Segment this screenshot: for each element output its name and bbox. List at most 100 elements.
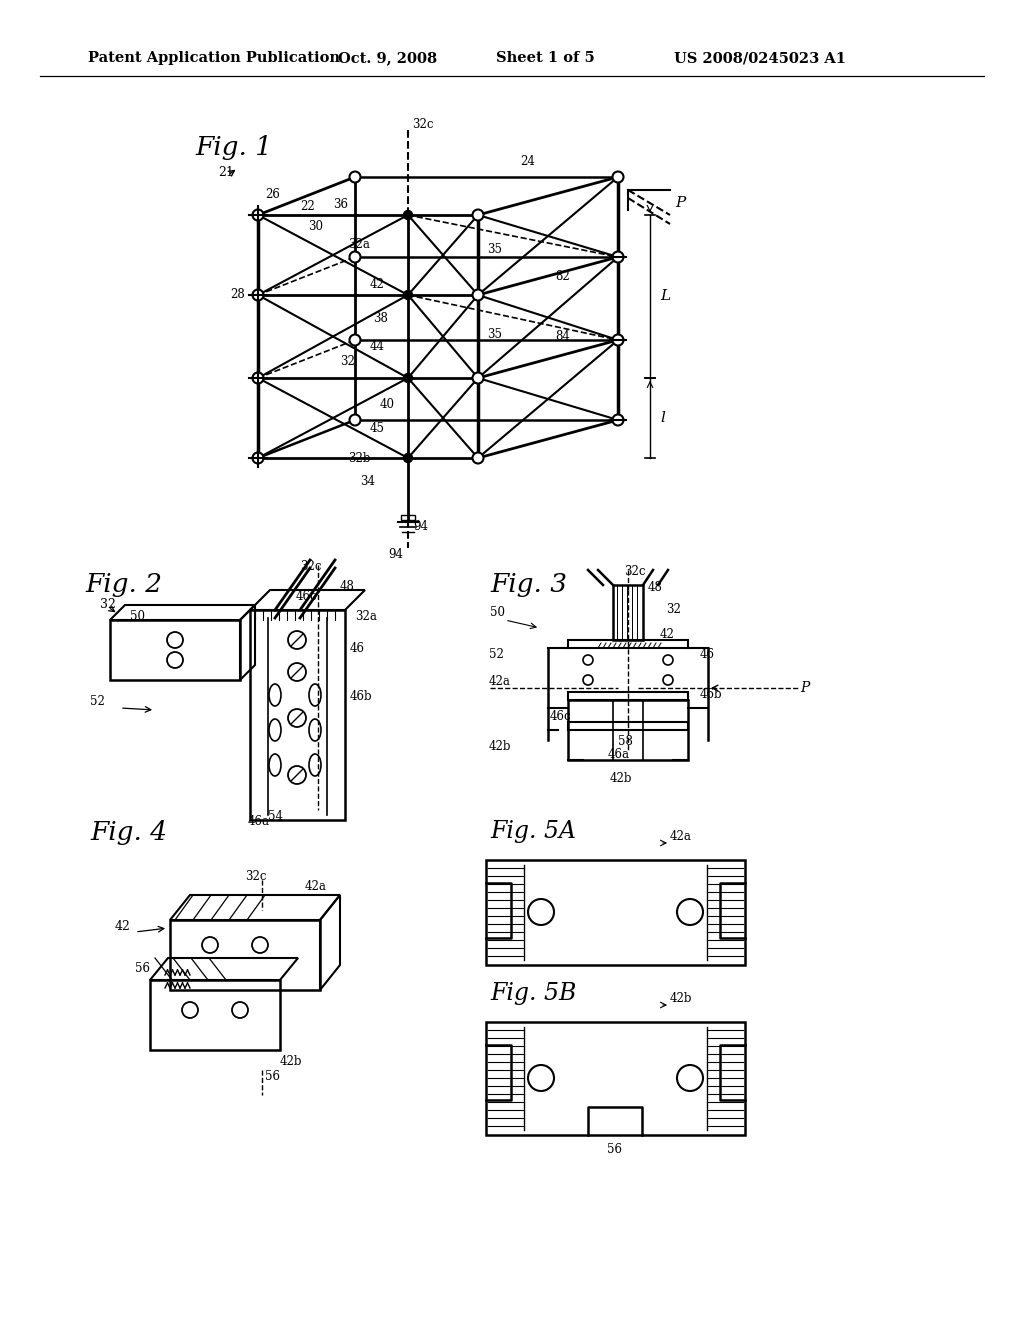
Text: Fig. 5A: Fig. 5A (490, 820, 575, 843)
Text: 30: 30 (308, 220, 323, 234)
Text: 54: 54 (268, 810, 283, 822)
Text: 35: 35 (487, 327, 502, 341)
Text: 94: 94 (413, 520, 428, 533)
Text: 34: 34 (360, 475, 375, 488)
Bar (401, 515, 415, 520)
Text: l: l (660, 411, 665, 425)
Text: 50: 50 (130, 610, 145, 623)
Text: 46b: 46b (700, 688, 723, 701)
Text: 42b: 42b (489, 741, 512, 752)
Circle shape (472, 289, 483, 301)
Text: 32: 32 (340, 355, 355, 368)
Text: 28: 28 (230, 288, 245, 301)
Circle shape (167, 632, 183, 648)
Text: 26: 26 (265, 187, 280, 201)
Text: 42: 42 (370, 279, 385, 290)
Text: Fig. 1: Fig. 1 (195, 136, 272, 161)
Circle shape (253, 210, 263, 220)
Text: 32c: 32c (624, 565, 645, 578)
Text: 48: 48 (648, 581, 663, 594)
Text: 21: 21 (218, 165, 233, 178)
Bar (568, 692, 688, 700)
Text: 32c: 32c (300, 560, 322, 573)
Circle shape (472, 453, 483, 463)
Text: 32: 32 (666, 603, 681, 616)
Bar (568, 640, 688, 648)
Circle shape (403, 210, 413, 219)
Text: 52: 52 (489, 648, 504, 661)
Text: 44: 44 (370, 341, 385, 352)
Text: 45: 45 (370, 422, 385, 436)
Text: 48: 48 (340, 579, 355, 593)
Text: 42: 42 (115, 920, 131, 933)
Text: 36: 36 (333, 198, 348, 211)
Text: 46c: 46c (296, 590, 317, 603)
Text: Fig. 2: Fig. 2 (85, 572, 162, 597)
Text: 42a: 42a (670, 830, 692, 843)
Text: 46: 46 (350, 642, 365, 655)
Text: 56: 56 (135, 962, 150, 975)
Circle shape (472, 372, 483, 384)
Text: 46a: 46a (248, 814, 270, 828)
Text: 32b: 32b (348, 451, 371, 465)
Text: 22: 22 (300, 201, 314, 213)
Text: 32a: 32a (348, 238, 370, 251)
Text: 56: 56 (607, 1143, 623, 1156)
Text: Fig. 4: Fig. 4 (90, 820, 167, 845)
Circle shape (403, 374, 413, 383)
Text: 38: 38 (373, 312, 388, 325)
Text: 32c: 32c (412, 117, 433, 131)
Text: 42a: 42a (305, 880, 327, 894)
Text: L: L (660, 289, 670, 304)
Text: 46: 46 (700, 648, 715, 661)
Text: Oct. 9, 2008: Oct. 9, 2008 (339, 51, 437, 65)
Circle shape (472, 210, 483, 220)
Text: 32c: 32c (245, 870, 266, 883)
Circle shape (612, 252, 624, 263)
Text: 84: 84 (555, 330, 570, 343)
Text: 42b: 42b (610, 772, 633, 785)
Circle shape (167, 652, 183, 668)
Text: 52: 52 (90, 696, 104, 708)
Text: 46a: 46a (608, 748, 630, 762)
Bar (250, 610, 345, 820)
Text: Patent Application Publication: Patent Application Publication (88, 51, 340, 65)
Text: 35: 35 (487, 243, 502, 256)
Text: 94: 94 (388, 548, 403, 561)
Circle shape (403, 454, 413, 462)
Text: P: P (675, 195, 685, 210)
Circle shape (612, 172, 624, 182)
Bar (568, 722, 688, 730)
Bar (613, 585, 643, 640)
Circle shape (253, 372, 263, 384)
Bar (486, 861, 745, 965)
Circle shape (612, 414, 624, 425)
Text: Fig. 3: Fig. 3 (490, 572, 567, 597)
Text: 50: 50 (490, 606, 505, 619)
Text: 24: 24 (520, 154, 535, 168)
Text: 42b: 42b (670, 993, 692, 1005)
Text: 46c: 46c (550, 710, 571, 723)
Circle shape (349, 252, 360, 263)
Circle shape (253, 453, 263, 463)
Text: 58: 58 (618, 735, 633, 748)
Circle shape (349, 334, 360, 346)
Circle shape (612, 334, 624, 346)
Text: Fig. 5B: Fig. 5B (490, 982, 577, 1005)
Text: 32a: 32a (355, 610, 377, 623)
Text: 42b: 42b (280, 1055, 302, 1068)
Text: 46b: 46b (350, 690, 373, 704)
Text: 42: 42 (660, 628, 675, 642)
Bar (486, 1022, 745, 1135)
Circle shape (403, 290, 413, 300)
Text: 56: 56 (265, 1071, 280, 1082)
Text: US 2008/0245023 A1: US 2008/0245023 A1 (674, 51, 846, 65)
Circle shape (349, 172, 360, 182)
Circle shape (253, 289, 263, 301)
Text: 40: 40 (380, 399, 395, 411)
Text: 42a: 42a (489, 675, 511, 688)
Text: P: P (800, 681, 809, 696)
Circle shape (349, 414, 360, 425)
Text: 32: 32 (100, 598, 116, 611)
Bar (568, 700, 688, 760)
